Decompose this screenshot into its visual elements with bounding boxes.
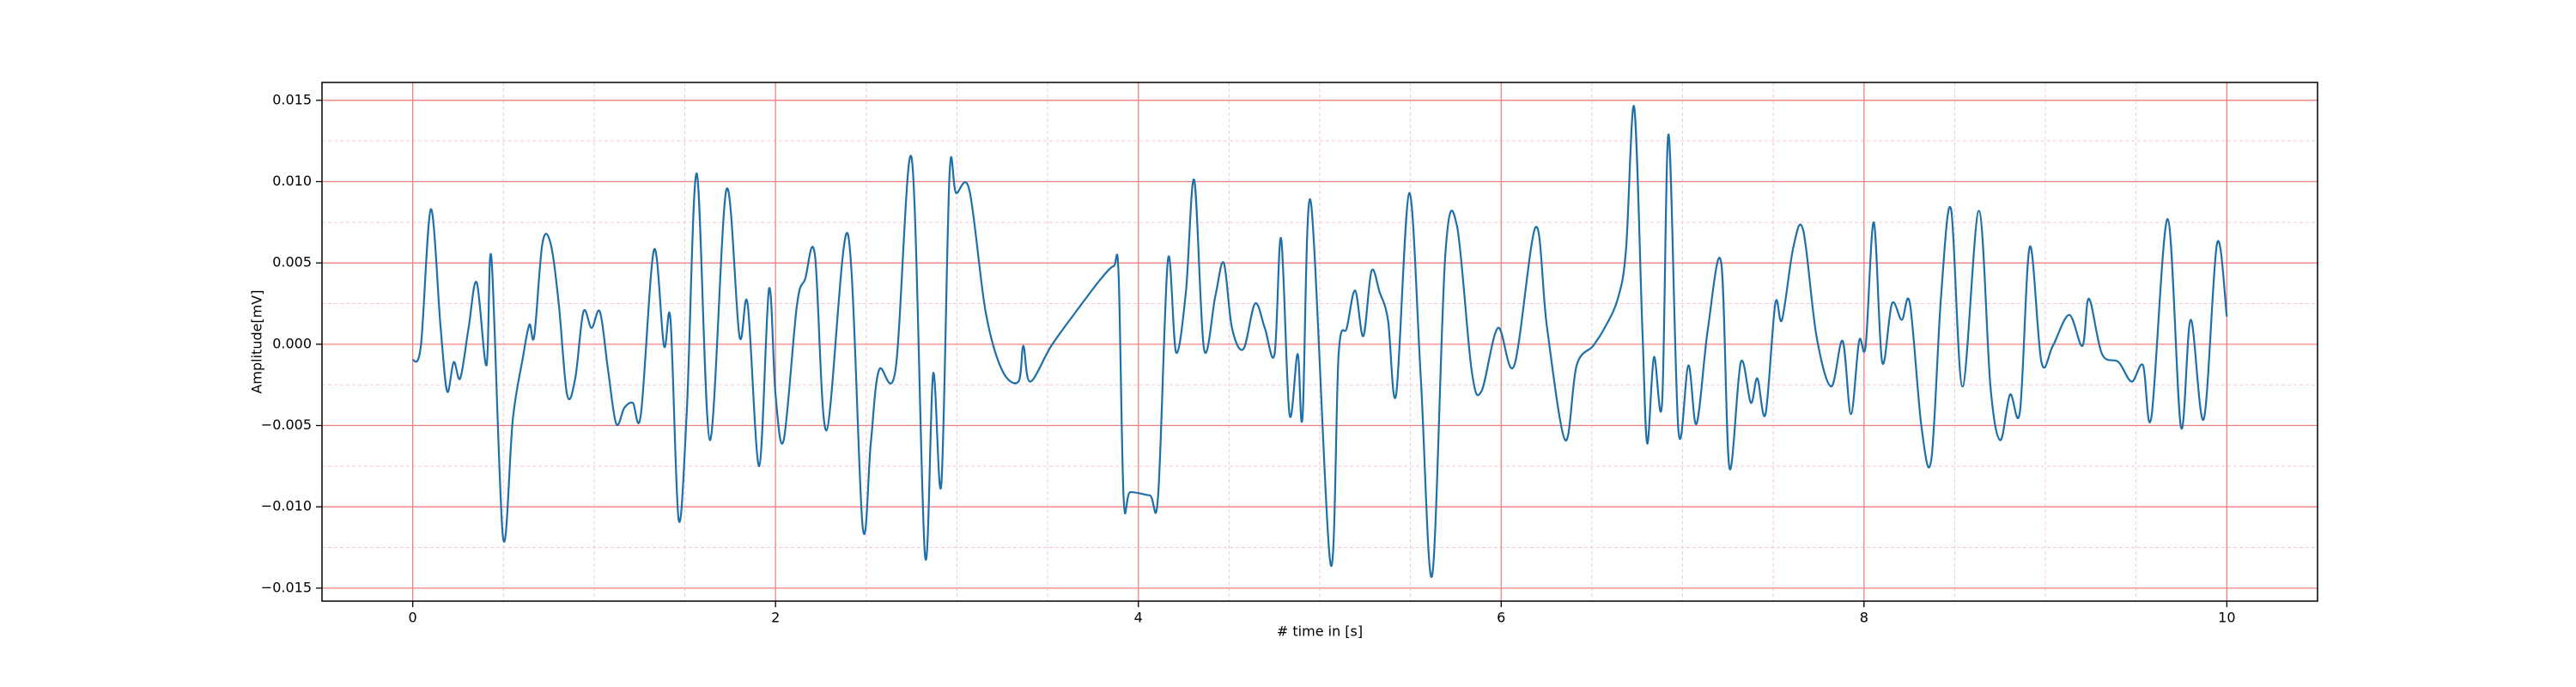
y-tick-label: −0.005 (261, 416, 312, 433)
x-axis-label: # time in [s] (1277, 623, 1363, 640)
y-axis-label: Amplitude[mV] (249, 289, 265, 393)
axes-frame (321, 82, 2318, 602)
x-tick-label: 4 (1134, 610, 1143, 626)
x-tick-label: 2 (771, 610, 780, 626)
x-tick-label: 0 (409, 610, 417, 626)
y-tick-label: 0.010 (272, 173, 312, 189)
y-tick-label: −0.010 (261, 498, 312, 514)
grid (322, 82, 2318, 601)
x-tick-label: 6 (1497, 610, 1505, 626)
signal-line (411, 105, 2228, 578)
ticks: 0 2 4 6 8 10 −0.015 −0.010 −0.005 0.000 0.005 0.010… (261, 91, 2236, 625)
y-tick-label: −0.015 (261, 579, 312, 595)
y-tick-label: 0.000 (272, 335, 312, 351)
y-tick-label: 0.015 (272, 91, 312, 107)
y-tick-label: 0.005 (272, 254, 312, 271)
x-tick-label: 10 (2218, 610, 2235, 626)
x-tick-label: 8 (1860, 610, 1868, 626)
plot-area (411, 105, 2228, 578)
